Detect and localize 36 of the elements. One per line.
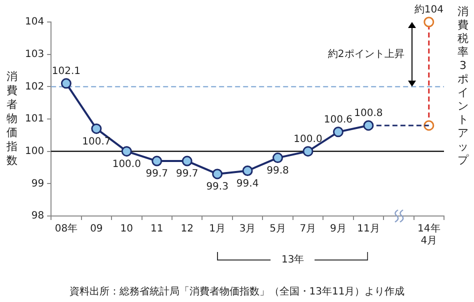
text: 13年 xyxy=(282,254,304,266)
y-tick-label: 100 xyxy=(24,146,44,157)
x-tick-label: 3月 xyxy=(239,224,256,235)
x-tick-label: 1月 xyxy=(209,224,226,235)
x-tick-label: 10 xyxy=(120,224,134,235)
y-tick-label: 99 xyxy=(31,178,44,190)
data-label: 100.0 xyxy=(112,158,141,170)
y-tick-label: 102 xyxy=(24,81,44,92)
y-axis-title: 消費者物価指数 xyxy=(6,70,18,167)
data-label: 100.0 xyxy=(294,134,322,145)
x-tick-label: 9月 xyxy=(330,224,346,235)
x-tick-label: 14年 4月 xyxy=(418,222,440,247)
x-tick-label: 08年 xyxy=(54,222,78,235)
y-tick-label: 103 xyxy=(24,48,44,60)
x-tick-label: 5月 xyxy=(270,224,286,235)
data-label: 100.7 xyxy=(82,136,111,148)
data-label: 99.4 xyxy=(236,178,259,190)
data-label: 約104 xyxy=(414,4,444,16)
y-tick-label: 98 xyxy=(31,210,44,222)
data-label: 100.6 xyxy=(324,114,353,126)
x-tick-label: 09 xyxy=(90,224,103,235)
data-label: 99.7 xyxy=(176,168,198,180)
annotation: 約2ポイント上昇 xyxy=(328,48,404,60)
y-tick-label: 101 xyxy=(24,114,44,125)
x-tick-label: 12 xyxy=(180,224,194,235)
data-label: 100.8 xyxy=(354,108,383,120)
text: 消費税率3ポイントアップ xyxy=(458,4,468,166)
x-tick-label: 11月 xyxy=(357,224,380,235)
text: 資料出所：総務省統計局「消費者物価指数」（全国・13年11月）より作成 xyxy=(69,286,405,298)
data-label: 102.1 xyxy=(52,66,81,78)
data-label: 99.7 xyxy=(146,168,168,180)
x-tick-label: 11 xyxy=(150,224,164,235)
x-tick-label: 7月 xyxy=(300,224,316,235)
y-tick-label: 104 xyxy=(24,16,44,28)
data-label: 99.8 xyxy=(266,165,289,176)
data-label: 99.3 xyxy=(206,182,228,193)
